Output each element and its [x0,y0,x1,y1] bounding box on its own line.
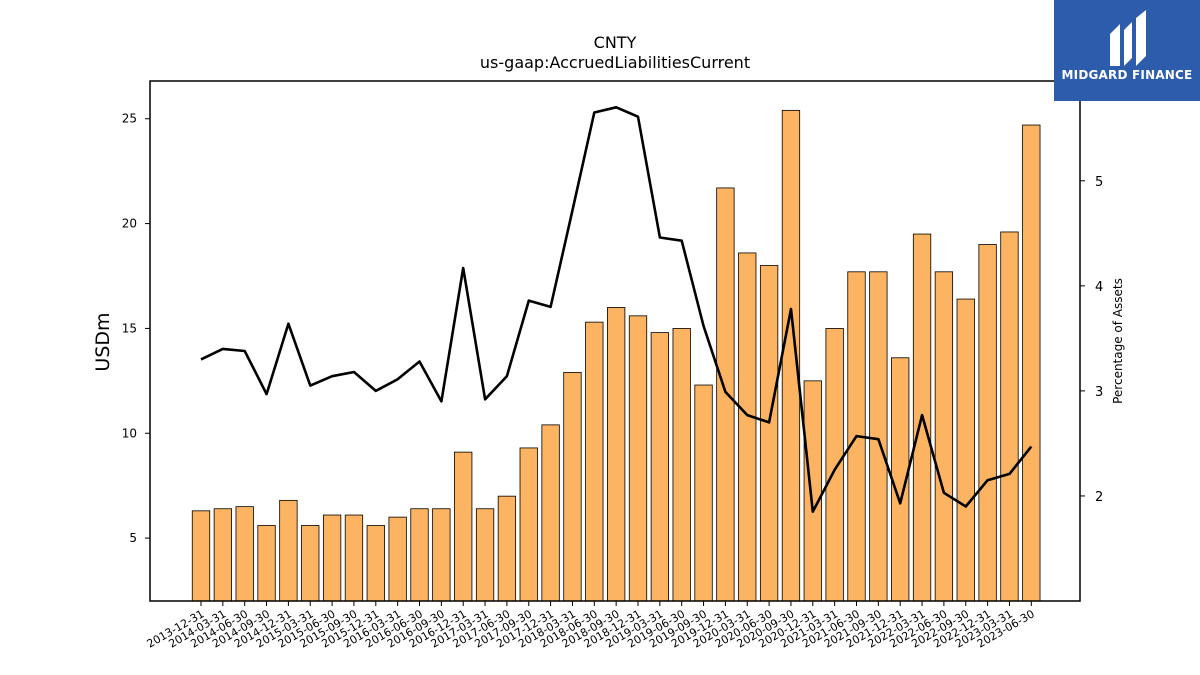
bar [432,508,451,602]
midgard-finance-logo: MIDGARD FINANCE [1054,0,1200,101]
y2-tick-label: 3 [1095,385,1103,400]
bar [344,514,364,602]
y-tick-label: 25 [122,112,137,126]
bar [978,244,997,602]
percentage-line [200,106,1033,513]
bar [1022,124,1041,602]
bar [257,525,276,602]
bar [454,451,473,602]
y2-tick-label: 4 [1095,280,1103,295]
bar [738,252,757,602]
bar [541,424,560,602]
x-axis: 2013-12-312014-03-312014-06-302014-09-30… [145,601,1037,651]
bar [934,271,954,602]
bar [628,315,648,602]
bar [759,265,779,602]
bar [650,332,669,602]
bar [388,516,407,602]
y2-tick-label: 2 [1095,490,1103,505]
bar [235,506,254,602]
y-axis-right: 2 3 4 5 [1080,175,1103,505]
chart-subtitle: us-gaap:AccruedLiabilitiesCurrent [480,53,750,72]
bar [191,510,211,602]
bar-series [191,109,1041,602]
bar [803,380,822,602]
bar [672,328,691,602]
bar [825,328,844,602]
bar [322,514,342,602]
logo-mark-icon [1110,10,1146,66]
y2-tick-label: 5 [1095,175,1103,190]
plot-frame [149,80,1081,602]
bar [716,187,735,602]
bar [279,499,298,602]
bar [301,525,320,602]
bar [563,372,582,602]
y2-axis-label: Percentage of Assets [1111,278,1125,404]
bar [519,447,538,602]
chart-title: CNTY [594,33,637,52]
bar [410,508,429,602]
bar [869,271,888,602]
logo-text: MIDGARD FINANCE [1061,68,1193,82]
y-axis-label: USDm [92,312,114,371]
bar [475,508,495,602]
y-axis-left: 5 10 15 20 25 [122,112,150,545]
y-tick-label: 5 [129,531,137,545]
y-tick-label: 20 [122,217,137,231]
bar [1000,231,1019,602]
bar [956,298,975,602]
bar [694,384,713,602]
bar [213,508,232,602]
bar [607,307,626,602]
y-tick-label: 15 [122,321,137,335]
bar [585,321,604,602]
bar [366,525,385,602]
bar [497,495,517,602]
y-tick-label: 10 [122,426,137,440]
